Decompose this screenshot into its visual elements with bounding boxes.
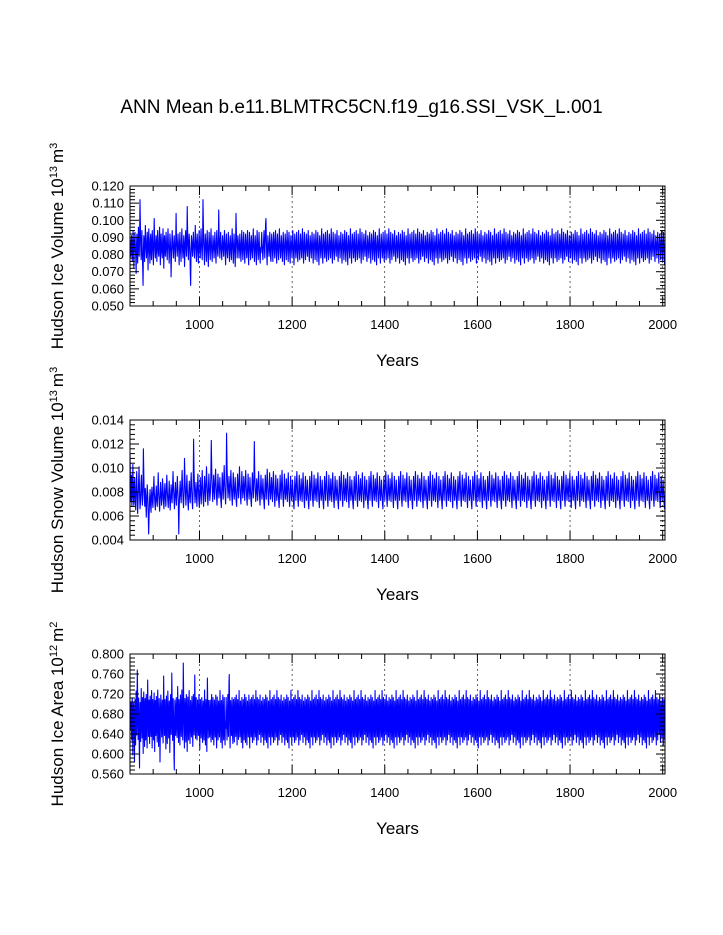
y-tick-label: 0.100	[91, 213, 124, 228]
x-tick-label: 1200	[278, 785, 307, 800]
y-tick-label: 0.560	[91, 767, 124, 782]
y-axis-label-ylabel: Hudson Ice Volume 10	[48, 178, 67, 349]
panel-ice-area: 1000 1200 1400 1600 1800 2000 0.560 0.600 0.640 0…	[48, 622, 677, 838]
series-line	[129, 662, 666, 771]
plot-frame	[129, 419, 666, 541]
panel-ice-volume: 1000 1200 1400 1600 1800 2000 0.050 0.060 0.070 0…	[48, 143, 677, 370]
x-tick-label: 1000	[185, 551, 214, 566]
y-tick-label: 0.080	[91, 247, 124, 262]
y-tick-label: 0.680	[91, 707, 124, 722]
y-axis-label-ylabel-sup: 13	[48, 166, 60, 178]
y-axis-label: Hudson Ice Volume 1013 m3	[48, 143, 67, 350]
y-axis-label: Hudson Snow Volume 1013 m3	[48, 367, 67, 593]
y-axis-label-ylabel-unit-sup: 3	[48, 143, 60, 149]
x-tick-label: 1400	[370, 785, 399, 800]
x-axis-label: Years	[376, 351, 419, 370]
x-tick-label: 1200	[278, 551, 307, 566]
y-axis-label-ylabel: Hudson Snow Volume 10	[48, 402, 67, 593]
y-tick-label: 0.014	[91, 413, 124, 428]
x-tick-label: 1400	[370, 317, 399, 332]
x-tick-label: 1600	[463, 551, 492, 566]
y-axis-label-ylabel-unit-sup: 3	[48, 367, 60, 373]
series-line	[129, 199, 666, 286]
y-tick-label: 0.008	[91, 485, 124, 500]
x-tick-label: 2000	[648, 317, 677, 332]
y-tick-label: 0.070	[91, 264, 124, 279]
y-tick-label: 0.090	[91, 230, 124, 245]
x-tick-label: 1600	[463, 317, 492, 332]
y-axis-label-ylabel: Hudson Ice Area 10	[48, 657, 67, 806]
x-tick-label: 2000	[648, 785, 677, 800]
x-tick-label: 1400	[370, 551, 399, 566]
y-axis-label-ylabel-sup: 13	[48, 390, 60, 402]
x-tick-label: 1800	[556, 317, 585, 332]
y-tick-label: 0.120	[91, 179, 124, 194]
y-tick-label: 0.006	[91, 509, 124, 524]
x-axis-label: Years	[376, 585, 419, 604]
y-axis-label-ylabel-unit: m	[48, 149, 67, 163]
y-tick-label: 0.050	[91, 299, 124, 314]
panel-snow-volume: 1000 1200 1400 1600 1800 2000 0.004 0.006 0.008 0…	[48, 367, 677, 604]
x-tick-label: 1000	[185, 785, 214, 800]
x-tick-label: 2000	[648, 551, 677, 566]
figure-title: ANN Mean b.e11.BLMTRC5CN.f19_g16.SSI_VSK…	[120, 97, 603, 118]
y-axis-label-ylabel-unit-sup: 2	[48, 622, 60, 628]
x-tick-label: 1600	[463, 785, 492, 800]
y-tick-label: 0.600	[91, 747, 124, 762]
y-tick-label: 0.800	[91, 647, 124, 662]
y-tick-label: 0.760	[91, 667, 124, 682]
x-tick-label: 1000	[185, 317, 214, 332]
series-line	[129, 432, 666, 535]
y-tick-label: 0.110	[92, 196, 124, 211]
y-axis-label: Hudson Ice Area 1012 m2	[48, 622, 67, 807]
y-axis-label-ylabel-unit: m	[48, 628, 67, 642]
y-axis-label-ylabel-sup: 12	[48, 645, 60, 657]
x-tick-label: 1800	[556, 551, 585, 566]
y-tick-label: 0.060	[91, 281, 124, 296]
y-tick-label: 0.010	[91, 461, 124, 476]
y-tick-label: 0.012	[91, 437, 124, 452]
y-axis-label-ylabel-unit: m	[48, 373, 67, 387]
x-tick-label: 1200	[278, 317, 307, 332]
y-tick-label: 0.640	[91, 727, 124, 742]
y-tick-label: 0.720	[91, 687, 124, 702]
y-tick-label: 0.004	[91, 533, 124, 548]
x-axis-label: Years	[376, 819, 419, 838]
plot-frame	[129, 185, 666, 307]
x-tick-label: 1800	[556, 785, 585, 800]
